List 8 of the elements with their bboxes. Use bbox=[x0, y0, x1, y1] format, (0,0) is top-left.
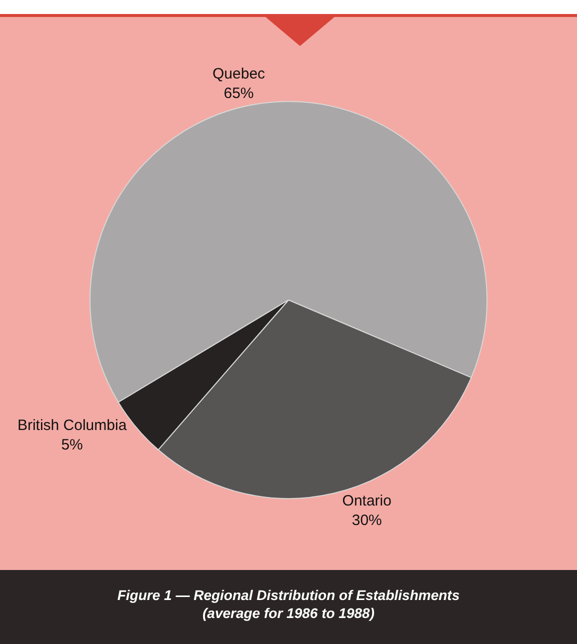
slice-label: British Columbia bbox=[17, 416, 128, 434]
text: (average for 1986 to 1988) bbox=[202, 604, 376, 622]
slice-label: Ontario bbox=[342, 492, 392, 510]
text: Figure 1 — Regional Distribution of Establishments bbox=[116, 586, 461, 604]
data-label: 5% bbox=[61, 436, 83, 454]
data-label: 30% bbox=[352, 512, 382, 529]
slice-label: Quebec bbox=[212, 66, 266, 83]
data-label: 65% bbox=[224, 85, 254, 102]
